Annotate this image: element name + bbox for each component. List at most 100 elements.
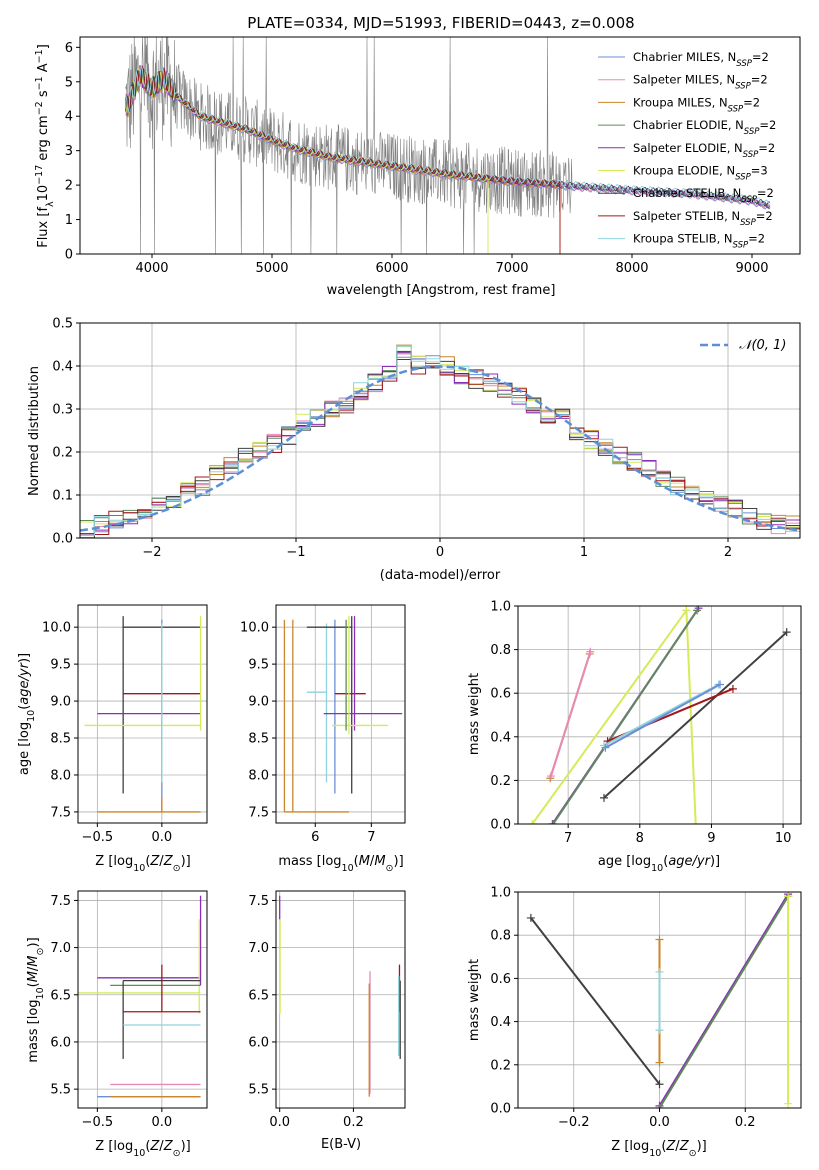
weight-line-kroupa-elodie [531,609,688,824]
age_vs_mass-xtick-label: 7 [367,830,375,845]
ebv-xlabel: E(B-V) [321,1137,361,1152]
spectrum-ylabel-part: ] [36,44,51,49]
weight-age-xlabel-part: )] [710,854,720,869]
spectrum-ylabel-part: 10 [36,185,51,202]
residuals-panel: −2 −1 0 1 2 0.0 0.1 0.2 0.3 0.4 0.5 𝒩(0, 1) [52,317,801,560]
weight-z-xlabel-part: 10 [649,1148,661,1159]
spectrum-xtick-label: 9000 [735,261,768,276]
legend-label-value: =2 [759,118,776,132]
residuals-ytick-label: 0.1 [52,489,73,504]
weight-marker [549,820,558,824]
massweight_vs_age-xtick-label: 9 [707,831,715,846]
age-z-xlabel-part: Z [163,854,174,869]
spectrum-title: PLATE=0334, MJD=51993, FIBERID=0443, z=0… [247,14,634,32]
legend-label-value: =2 [751,73,768,87]
weight-marker [655,1058,664,1067]
model-line-kroupa-elodie [125,67,489,254]
spectrum-xtick-label: 7000 [495,261,528,276]
mass_vs_Z-ytick-label: 6.5 [50,988,71,1003]
massweight_vs_Z-ytick-label: 0.2 [490,1058,511,1073]
spectrum-ytick-label: 1 [65,213,73,228]
residuals-ylabel: Normed distribution [27,366,42,496]
mass_vs_ebv-ytick-label: 6.0 [248,1035,269,1050]
mass_vs_ebv-ytick-label: 5.5 [248,1083,269,1098]
legend-label: Salpeter ELODIE, NSSP=2 [633,141,775,160]
weight-marker [655,1026,664,1035]
mass-z-ylabel-part: ( [26,982,41,987]
legend-label-name: Chabrier STELIB, N [633,186,741,200]
spectrum-frame [79,36,801,255]
spectrum-panel: 4000 5000 6000 7000 8000 9000 0 1 2 3 4 5 6 Chabrier … [34,36,801,276]
age_vs_mass-ytick-label: 9.5 [248,658,269,673]
weight-marker [693,606,702,615]
age_vs_Z-ytick-label: 10.0 [42,621,71,636]
legend-label-value: =2 [748,232,765,246]
mass_vs_ebv-panel: 0.0 0.2 5.5 6.0 6.5 7.0 7.5 [248,890,406,1130]
weight-z-xlabel-part: ( [661,1139,666,1154]
age-z-xlabel-part: Z [149,854,160,869]
mass_vs_Z-ytick-label: 7.5 [50,894,71,909]
legend-label-sub: SSP [735,82,751,92]
spectrum-ytick-label: 2 [65,179,73,194]
weight-marker [728,684,737,693]
massweight_vs_Z-panel: −0.2 0.0 0.20.00.20.40.60.81.0Z [log10(Z/Z… [490,886,802,1159]
spectrum-ylabel-part: λ [45,201,56,207]
age_vs_mass-ytick-label: 8.5 [248,732,269,747]
weight-z-xlabel-part: Z [log [611,1139,649,1154]
massweight_vs_age-xtick-label: 7 [564,831,572,846]
weight-marker [528,820,537,824]
weight-marker [548,820,557,824]
spectrum-xtick-label: 4000 [135,261,168,276]
age-z-xlabel-part: ⊙ [173,863,181,874]
legend-label: Chabrier ELODIE, NSSP=2 [633,118,776,137]
weight-line-chabrier-stelib [603,631,788,799]
legend-label-name: Kroupa ELODIE, N [633,164,735,178]
weight-age-xlabel: age [log10(age/yr)] [598,854,720,874]
mass_vs_ebv-plot-area [279,895,401,1097]
legend-label-name: Salpeter ELODIE, N [633,141,743,155]
legend-label-sub: SSP [741,195,757,205]
spectrum-ylabel-part: erg cm [36,115,51,164]
massweight_vs_Z-xtick-label: 0.2 [735,1115,756,1130]
mass-z-xlabel-part: Z [log [95,1139,133,1154]
model-line-chabrier-stelib [125,67,771,207]
age-mass-xlabel-part: )] [394,854,404,869]
age-mass-xlabel-part: M [359,854,370,869]
age-z-xlabel-part: / [159,854,164,869]
age-z-ylabel-part: )] [17,653,32,663]
weight-marker [716,680,725,689]
residuals-ytick-label: 0.2 [52,446,73,461]
age-z-xlabel-part: 10 [133,863,145,874]
age_vs_mass-ytick-label: 9.0 [248,695,269,710]
massweight_vs_age-ytick-label: 0.0 [490,818,511,833]
weight-z-xlabel-part: ⊙ [689,1148,697,1159]
mass-z-xlabel-part: / [159,1139,164,1154]
residuals-xtick-label: −2 [142,545,161,560]
age-mass-xlabel: mass [log10(M/M⊙)] [278,854,403,874]
massweight_vs_age-ytick-label: 0.6 [490,687,511,702]
normal-legend-label: 𝒩(0, 1) [739,338,786,353]
age-z-xlabel-part: Z [log [95,854,133,869]
weight-marker [599,793,608,802]
legend-label-sub: SSP [735,173,751,183]
weight-marker [655,967,664,976]
legend-label-value: =2 [757,186,774,200]
spectrum-ytick-label: 5 [65,75,73,90]
weight-marker [601,743,610,752]
mass_vs_Z-xtick-label: 0.0 [152,1115,173,1130]
weight-marker [682,606,691,615]
massweight_vs_age-frame [517,605,802,825]
mass-z-ylabel-part: M [26,971,41,982]
legend-label-sub: SSP [736,59,752,69]
massweight_vs_Z-ytick-label: 1.0 [490,886,511,901]
histogram-salpeter-stelib [80,359,800,535]
mass-z-xlabel: Z [log10(Z/Z⊙)] [95,1139,190,1159]
mass-z-ylabel-part: )] [26,937,41,947]
spectrum-ylabel-part: Flux [f [36,207,51,248]
legend-label-sub: SSP [740,218,756,228]
mass_vs_Z-frame [77,890,208,1109]
age-z-ylabel-part: 10 [26,710,37,722]
legend-label-value: =2 [743,95,760,109]
